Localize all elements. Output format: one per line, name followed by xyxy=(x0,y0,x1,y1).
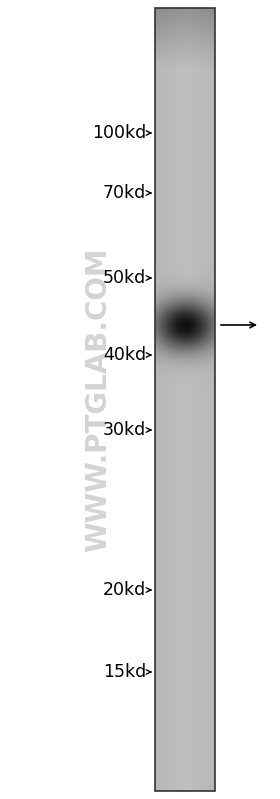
Text: 50kd: 50kd xyxy=(103,269,146,287)
Text: 70kd: 70kd xyxy=(103,184,146,202)
Text: 100kd: 100kd xyxy=(92,124,146,142)
Text: WWW.PTGLAB.COM: WWW.PTGLAB.COM xyxy=(84,247,112,552)
Text: 20kd: 20kd xyxy=(103,581,146,599)
Text: 40kd: 40kd xyxy=(103,346,146,364)
Text: 15kd: 15kd xyxy=(103,663,146,681)
Bar xyxy=(155,8,215,791)
Text: 30kd: 30kd xyxy=(103,421,146,439)
